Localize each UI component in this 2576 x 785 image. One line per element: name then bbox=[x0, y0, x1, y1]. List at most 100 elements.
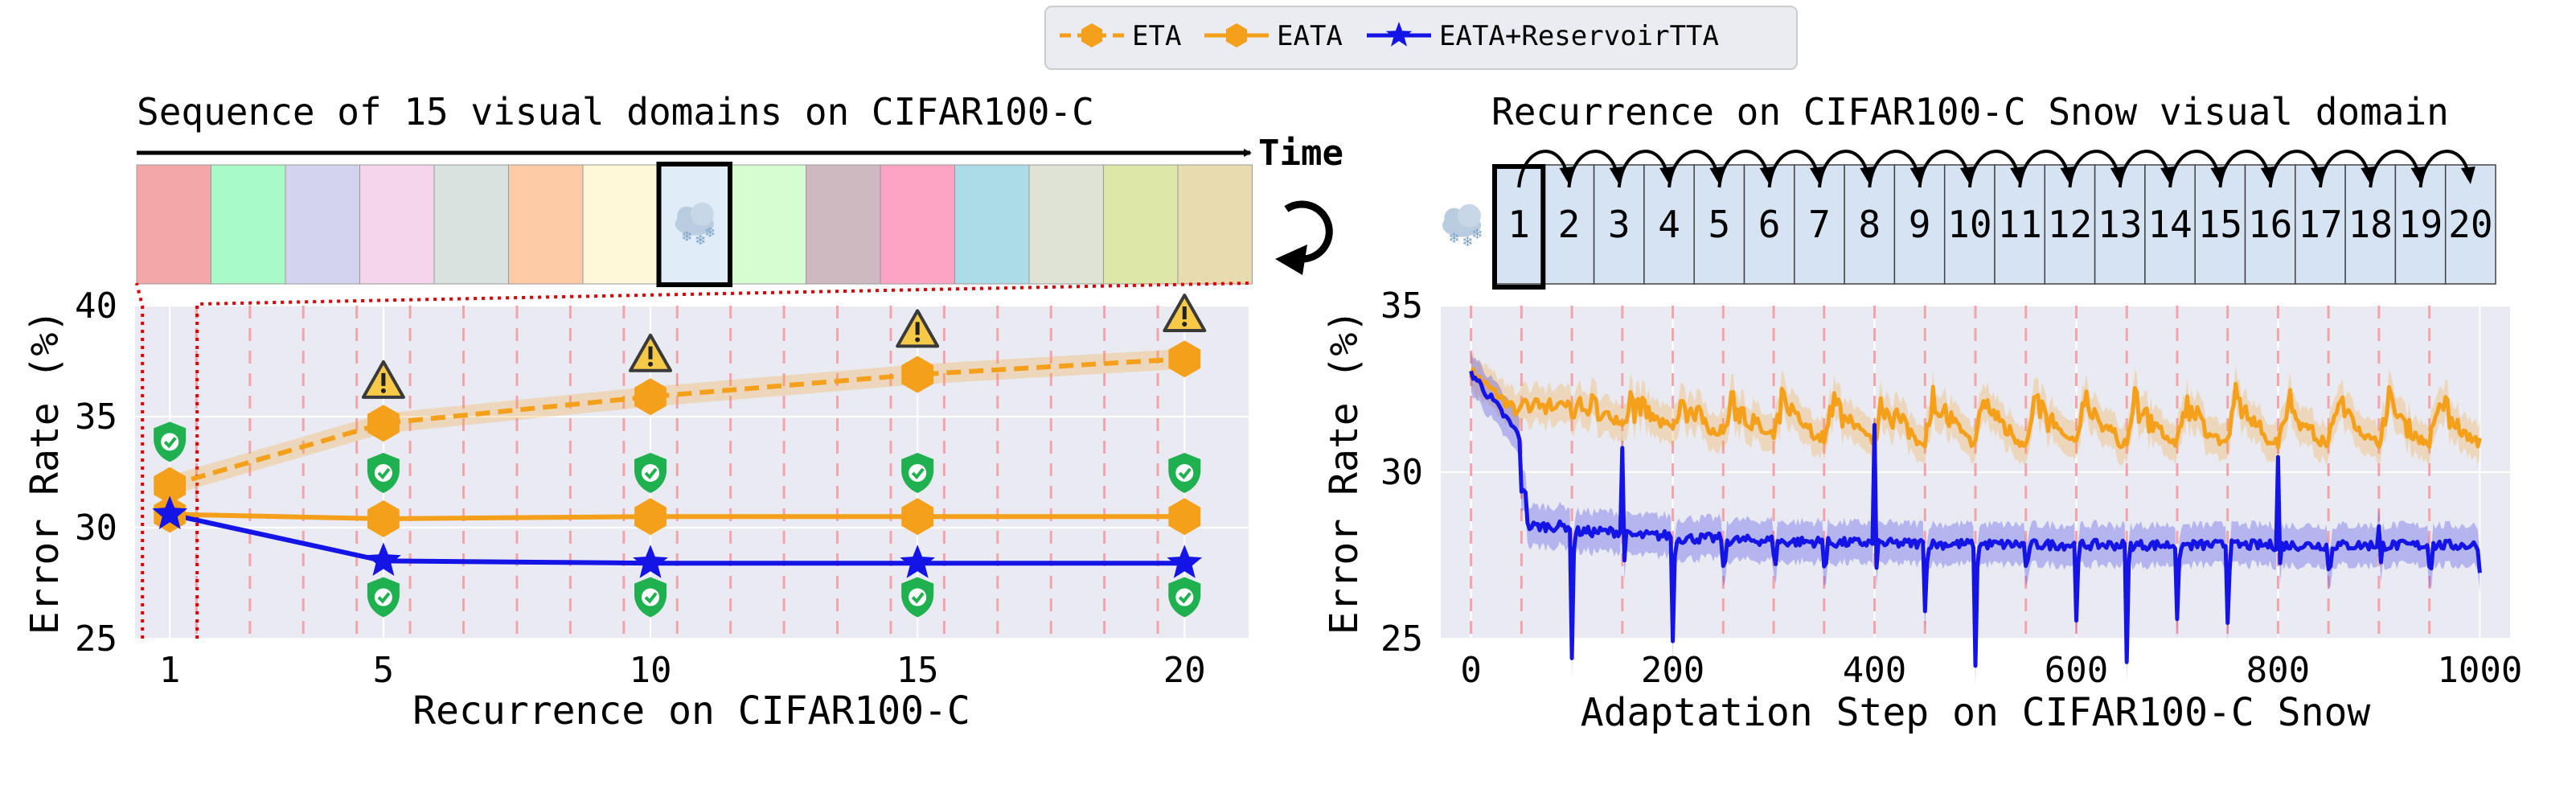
left-title: Sequence of 15 visual domains on CIFAR10… bbox=[137, 90, 1094, 134]
recurrence-box-label: 19 bbox=[2398, 203, 2443, 246]
snowflake: ❄ bbox=[1472, 224, 1482, 243]
y-tick-label: 35 bbox=[1380, 286, 1423, 327]
domain-box bbox=[285, 164, 360, 285]
domain-box bbox=[954, 164, 1030, 285]
recurrence-box-label: 10 bbox=[1947, 203, 1991, 246]
cloud-shape bbox=[690, 202, 714, 226]
recurrence-box bbox=[2444, 164, 2496, 285]
series-line-eta bbox=[169, 356, 1185, 488]
y-tick-label: 30 bbox=[75, 508, 117, 549]
legend-eata-label: EATA bbox=[1277, 20, 1343, 52]
check-mark bbox=[911, 467, 925, 479]
zoom-connector bbox=[135, 282, 1251, 639]
data-point-star bbox=[366, 542, 401, 576]
x-tick-label: 20 bbox=[1163, 650, 1206, 691]
series-line-eta bbox=[1469, 367, 2482, 450]
recurrence-box-label: 12 bbox=[2048, 203, 2092, 246]
recurrence-box-label: 20 bbox=[2448, 203, 2492, 246]
series-line-eata-reservoirtta bbox=[1469, 370, 2482, 668]
recurrence-box-label: 14 bbox=[2147, 203, 2192, 246]
data-point-hexagon bbox=[1168, 498, 1201, 536]
warning-dot bbox=[1182, 322, 1188, 327]
snow-cloud-icon: ❄ ❄ ❄ bbox=[1442, 203, 1482, 251]
y-tick-label: 25 bbox=[1380, 619, 1423, 660]
warning-mark bbox=[915, 322, 920, 335]
right-series bbox=[1469, 351, 2482, 686]
data-point-hexagon bbox=[367, 405, 400, 442]
data-point-hexagon bbox=[634, 378, 667, 416]
data-point-hexagon bbox=[901, 356, 934, 393]
domain-box bbox=[508, 164, 584, 285]
left-annotations bbox=[154, 294, 1207, 618]
domain-box bbox=[1177, 164, 1253, 285]
warning-mark bbox=[1182, 306, 1187, 320]
warning-mark bbox=[381, 372, 386, 386]
right-chart: 25 30 35 0 200 400 600 800 1000 Adaptation Step … bbox=[1322, 286, 2522, 735]
shield-badge bbox=[642, 588, 660, 606]
recurrence-strip: 1 2 3 4 5 6 7 8 9 10 11 12 13 14 15 16 17 18 19 20 bbox=[1492, 150, 2496, 290]
legend-reservoir-label: EATA+ReservoirTTA bbox=[1439, 20, 1719, 52]
warning-mark bbox=[648, 346, 653, 360]
x-tick-label: 10 bbox=[630, 650, 672, 691]
highlight-box bbox=[656, 162, 732, 287]
data-point-hexagon bbox=[901, 498, 934, 536]
recurrence-box-label: 3 bbox=[1608, 203, 1631, 246]
check-mark bbox=[644, 467, 658, 479]
data-point-star bbox=[633, 545, 668, 578]
warning-icon bbox=[629, 333, 673, 372]
warning-icon bbox=[1163, 294, 1207, 333]
y-tick-label: 30 bbox=[1380, 452, 1423, 493]
warning-dot bbox=[915, 337, 921, 343]
right-ylabel: Error Rate (%) bbox=[1322, 310, 1367, 635]
domain-box bbox=[433, 164, 509, 285]
check-mark bbox=[1178, 592, 1192, 604]
recurrence-box-label: 15 bbox=[2198, 203, 2242, 246]
snowflake: ❄ bbox=[695, 231, 705, 249]
snow-cloud-icon: ❄ ❄ ❄ bbox=[675, 202, 715, 249]
domain-box bbox=[806, 164, 881, 285]
check-mark bbox=[644, 592, 658, 604]
recurrence-box-label: 7 bbox=[1808, 203, 1831, 246]
domain-strip: ❄ ❄ ❄ bbox=[136, 162, 1253, 287]
domain-box bbox=[731, 164, 806, 285]
check-mark bbox=[163, 437, 177, 449]
legend-eta-label: ETA bbox=[1132, 20, 1181, 52]
check-shield-icon bbox=[367, 577, 400, 618]
domain-box bbox=[136, 164, 211, 285]
shield-badge bbox=[374, 588, 392, 606]
shield-badge bbox=[1175, 588, 1194, 606]
warning-dot bbox=[648, 361, 654, 367]
data-point-star bbox=[1167, 545, 1203, 578]
left-recurrence-lines bbox=[195, 306, 1159, 639]
x-tick-label: 400 bbox=[1843, 650, 1906, 691]
x-tick-label: 5 bbox=[373, 650, 395, 691]
check-shield-icon bbox=[901, 577, 934, 618]
x-tick-label: 200 bbox=[1641, 650, 1704, 691]
right-ticks: 25 30 35 0 200 400 600 800 1000 bbox=[1380, 286, 2522, 691]
x-tick-label: 600 bbox=[2045, 650, 2108, 691]
recurrence-box-label: 4 bbox=[1658, 203, 1680, 246]
legend-eata-marker bbox=[1226, 23, 1247, 47]
recurrence-box-label: 1 bbox=[1507, 203, 1530, 246]
recurrence-box-label: 11 bbox=[1997, 203, 2041, 246]
recurrence-box-label: 13 bbox=[2098, 203, 2142, 246]
check-mark bbox=[377, 467, 391, 479]
snowflake: ❄ bbox=[1450, 228, 1459, 247]
right-title: Recurrence on CIFAR100-C Snow visual dom… bbox=[1491, 90, 2449, 134]
shield-badge bbox=[1175, 464, 1194, 482]
first-box-highlight bbox=[1492, 164, 1546, 290]
check-shield-icon bbox=[901, 453, 934, 493]
data-point-hexagon bbox=[1168, 340, 1201, 378]
recurrence-box-label: 9 bbox=[1909, 203, 1931, 246]
shield-badge bbox=[909, 588, 927, 606]
check-mark bbox=[911, 592, 925, 604]
data-point-star bbox=[152, 495, 188, 529]
x-tick-label: 15 bbox=[896, 650, 939, 691]
legend-reservoir-marker bbox=[1385, 22, 1413, 47]
data-point-hexagon bbox=[634, 498, 667, 536]
recurrence-box-label: 18 bbox=[2348, 203, 2393, 246]
check-mark bbox=[1178, 467, 1192, 479]
